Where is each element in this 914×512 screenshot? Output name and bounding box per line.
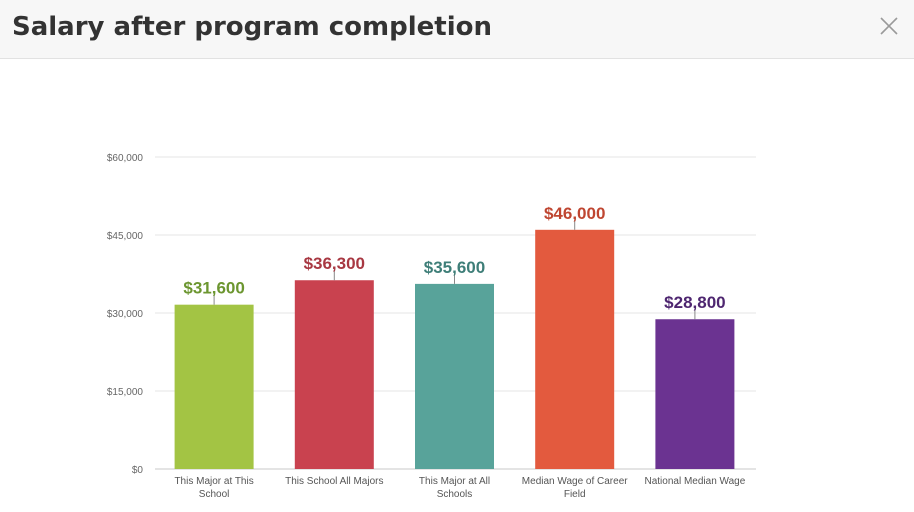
dialog-title: Salary after program completion: [12, 12, 492, 42]
y-tick-label: $0: [132, 465, 144, 476]
bar: [655, 319, 735, 469]
x-tick-label: This Major at All: [419, 476, 490, 487]
dialog-header: Salary after program completion: [0, 0, 914, 59]
y-tick-label: $45,000: [107, 231, 144, 242]
x-tick-label: Field: [564, 489, 586, 500]
data-label: $31,600: [183, 279, 244, 298]
data-label: $28,800: [664, 293, 725, 312]
x-tick-label: This Major at This: [174, 476, 253, 487]
bar: [535, 229, 615, 469]
x-tick-label: National Median Wage: [645, 476, 746, 487]
data-label: $35,600: [424, 258, 485, 277]
x-tick-label: Median Wage of Career: [522, 476, 628, 487]
close-icon: [880, 17, 898, 35]
y-tick-label: $30,000: [107, 309, 144, 320]
salary-bar-chart: $0 $15,000 $30,000 $45,000 $60,000 $31,600 Thi…: [107, 153, 756, 500]
x-tick-label: This School All Majors: [285, 476, 383, 487]
data-label: $36,300: [304, 254, 365, 273]
x-tick-label: School: [199, 489, 230, 500]
bar: [294, 280, 374, 469]
y-tick-label: $15,000: [107, 387, 144, 398]
bar: [174, 304, 254, 469]
close-button[interactable]: [878, 15, 900, 37]
y-tick-label: $60,000: [107, 153, 144, 164]
x-tick-label: Schools: [437, 489, 473, 500]
bar: [415, 283, 494, 469]
data-label: $46,000: [544, 204, 605, 223]
